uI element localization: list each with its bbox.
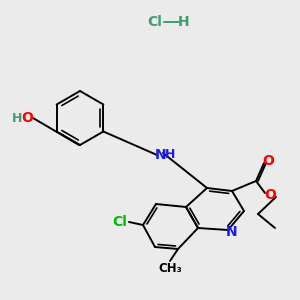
Text: CH₃: CH₃	[158, 262, 182, 275]
Text: Cl: Cl	[112, 215, 128, 229]
Text: H: H	[178, 15, 190, 29]
Text: H: H	[12, 112, 22, 124]
Text: O: O	[262, 154, 274, 168]
Text: N: N	[226, 225, 238, 239]
Text: Cl: Cl	[148, 15, 162, 29]
Text: N: N	[155, 148, 167, 162]
Text: O: O	[264, 188, 276, 202]
Text: O: O	[21, 111, 33, 125]
Text: H: H	[165, 148, 175, 160]
